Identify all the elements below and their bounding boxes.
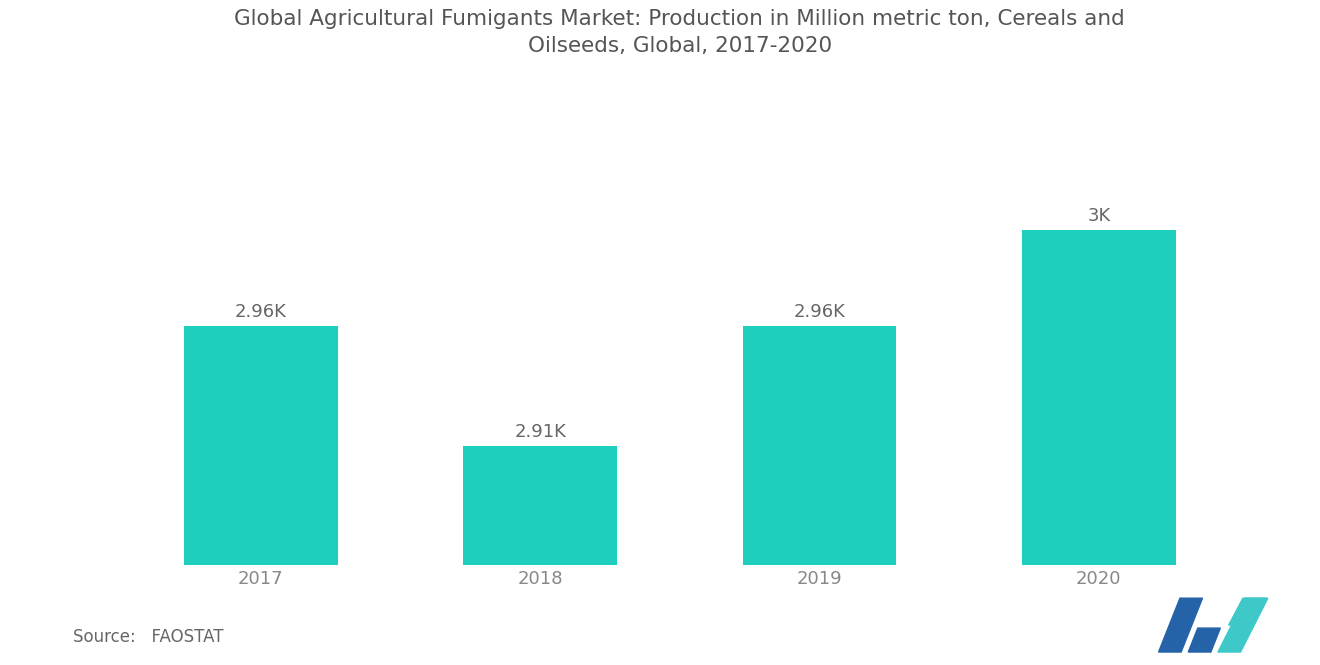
Text: 2.91K: 2.91K xyxy=(515,423,566,441)
Polygon shape xyxy=(1188,628,1220,652)
Bar xyxy=(183,326,338,665)
Text: 3K: 3K xyxy=(1088,207,1110,225)
Text: Source:   FAOSTAT: Source: FAOSTAT xyxy=(73,628,223,646)
Bar xyxy=(743,326,896,665)
Polygon shape xyxy=(1218,598,1267,652)
Text: 2.96K: 2.96K xyxy=(793,303,845,321)
Polygon shape xyxy=(1229,598,1266,625)
Bar xyxy=(1022,230,1176,665)
Title: Global Agricultural Fumigants Market: Production in Million metric ton, Cereals : Global Agricultural Fumigants Market: Pr… xyxy=(235,9,1125,56)
Bar xyxy=(463,446,616,665)
Polygon shape xyxy=(1159,598,1203,652)
Text: 2.96K: 2.96K xyxy=(235,303,286,321)
